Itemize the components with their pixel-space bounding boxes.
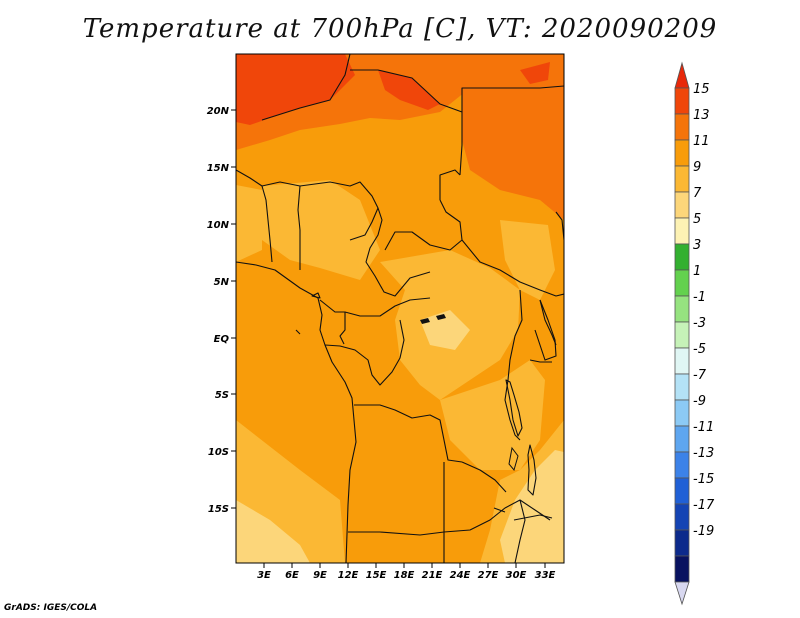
colorbar-swatch [674, 321, 690, 349]
colorbar-label: 3 [693, 238, 701, 253]
map-frame [235, 53, 565, 564]
colorbar-label: -15 [693, 472, 714, 487]
colorbar-label: -7 [693, 368, 707, 383]
lon-tick-label: 21E [422, 570, 443, 581]
colorbar-label: 9 [693, 160, 701, 175]
colorbar-swatch [674, 529, 690, 557]
longitude-axis: 3E 6E 9E 12E 15E 18E 21E 24E 27E 30E 33E [257, 563, 556, 581]
colorbar-label: 7 [693, 186, 702, 201]
lon-tick-label: 33E [535, 570, 556, 581]
colorbar-swatch [674, 399, 690, 427]
lat-tick-label: 10N [207, 220, 230, 231]
country-borders [236, 54, 564, 563]
colorbar: 15 13 11 9 7 5 3 1 -1 -3 -5 -7 -9 -11 -13 -15 -17 -19 [674, 61, 715, 606]
lat-tick-label: 5S [215, 390, 229, 401]
colorbar-label: 11 [693, 134, 710, 149]
latitude-axis: 20N 15N 10N 5N EQ 5S 10S 15S [207, 106, 236, 515]
colorbar-label: -1 [693, 290, 706, 305]
colorbar-swatch [674, 295, 690, 323]
colorbar-swatch [674, 217, 690, 245]
lat-tick-label: 20N [207, 106, 230, 117]
colorbar-label: -19 [693, 524, 714, 539]
colorbar-swatch [674, 555, 690, 583]
colorbar-swatch [674, 191, 690, 219]
lon-tick-label: 9E [313, 570, 327, 581]
colorbar-swatch [674, 113, 690, 141]
lon-tick-label: 15E [366, 570, 387, 581]
lat-tick-label: 5N [214, 277, 230, 288]
colorbar-label: 13 [693, 108, 710, 123]
colorbar-swatch [674, 451, 690, 479]
colorbar-label: -17 [693, 498, 715, 513]
colorbar-swatch [674, 87, 690, 115]
colorbar-swatch [674, 373, 690, 401]
colorbar-swatch [674, 165, 690, 193]
lon-tick-label: 30E [506, 570, 527, 581]
colorbar-swatch [674, 477, 690, 505]
grads-credit: GrADS: IGES/COLA [4, 603, 98, 613]
colorbar-swatch [674, 347, 690, 375]
lat-tick-label: 10S [208, 447, 229, 458]
colorbar-label: -11 [693, 420, 714, 435]
colorbar-swatch [674, 243, 690, 271]
temperature-field [236, 54, 564, 563]
map-title: Temperature at 700hPa [C], VT: 202009020… [82, 14, 718, 44]
colorbar-swatch [674, 503, 690, 531]
lon-tick-label: 6E [285, 570, 299, 581]
lon-tick-label: 24E [450, 570, 471, 581]
lat-tick-label: 15S [208, 504, 229, 515]
colorbar-label: -5 [693, 342, 706, 357]
colorbar-label: -3 [693, 316, 706, 331]
lat-tick-label: EQ [214, 334, 230, 345]
colorbar-swatch [674, 139, 690, 167]
lon-tick-label: 3E [257, 570, 271, 581]
colorbar-label: 5 [693, 212, 701, 227]
colorbar-top-triangle [674, 61, 690, 89]
lon-tick-label: 18E [394, 570, 415, 581]
colorbar-label: -9 [693, 394, 706, 409]
lon-tick-label: 12E [338, 570, 359, 581]
colorbar-swatch [674, 425, 690, 453]
lon-tick-label: 27E [478, 570, 499, 581]
lat-tick-label: 15N [207, 163, 230, 174]
colorbar-bottom-triangle [674, 581, 690, 606]
colorbar-label: 15 [693, 82, 710, 97]
colorbar-label: -13 [693, 446, 714, 461]
colorbar-label: 1 [693, 264, 701, 279]
colorbar-swatch [674, 269, 690, 297]
